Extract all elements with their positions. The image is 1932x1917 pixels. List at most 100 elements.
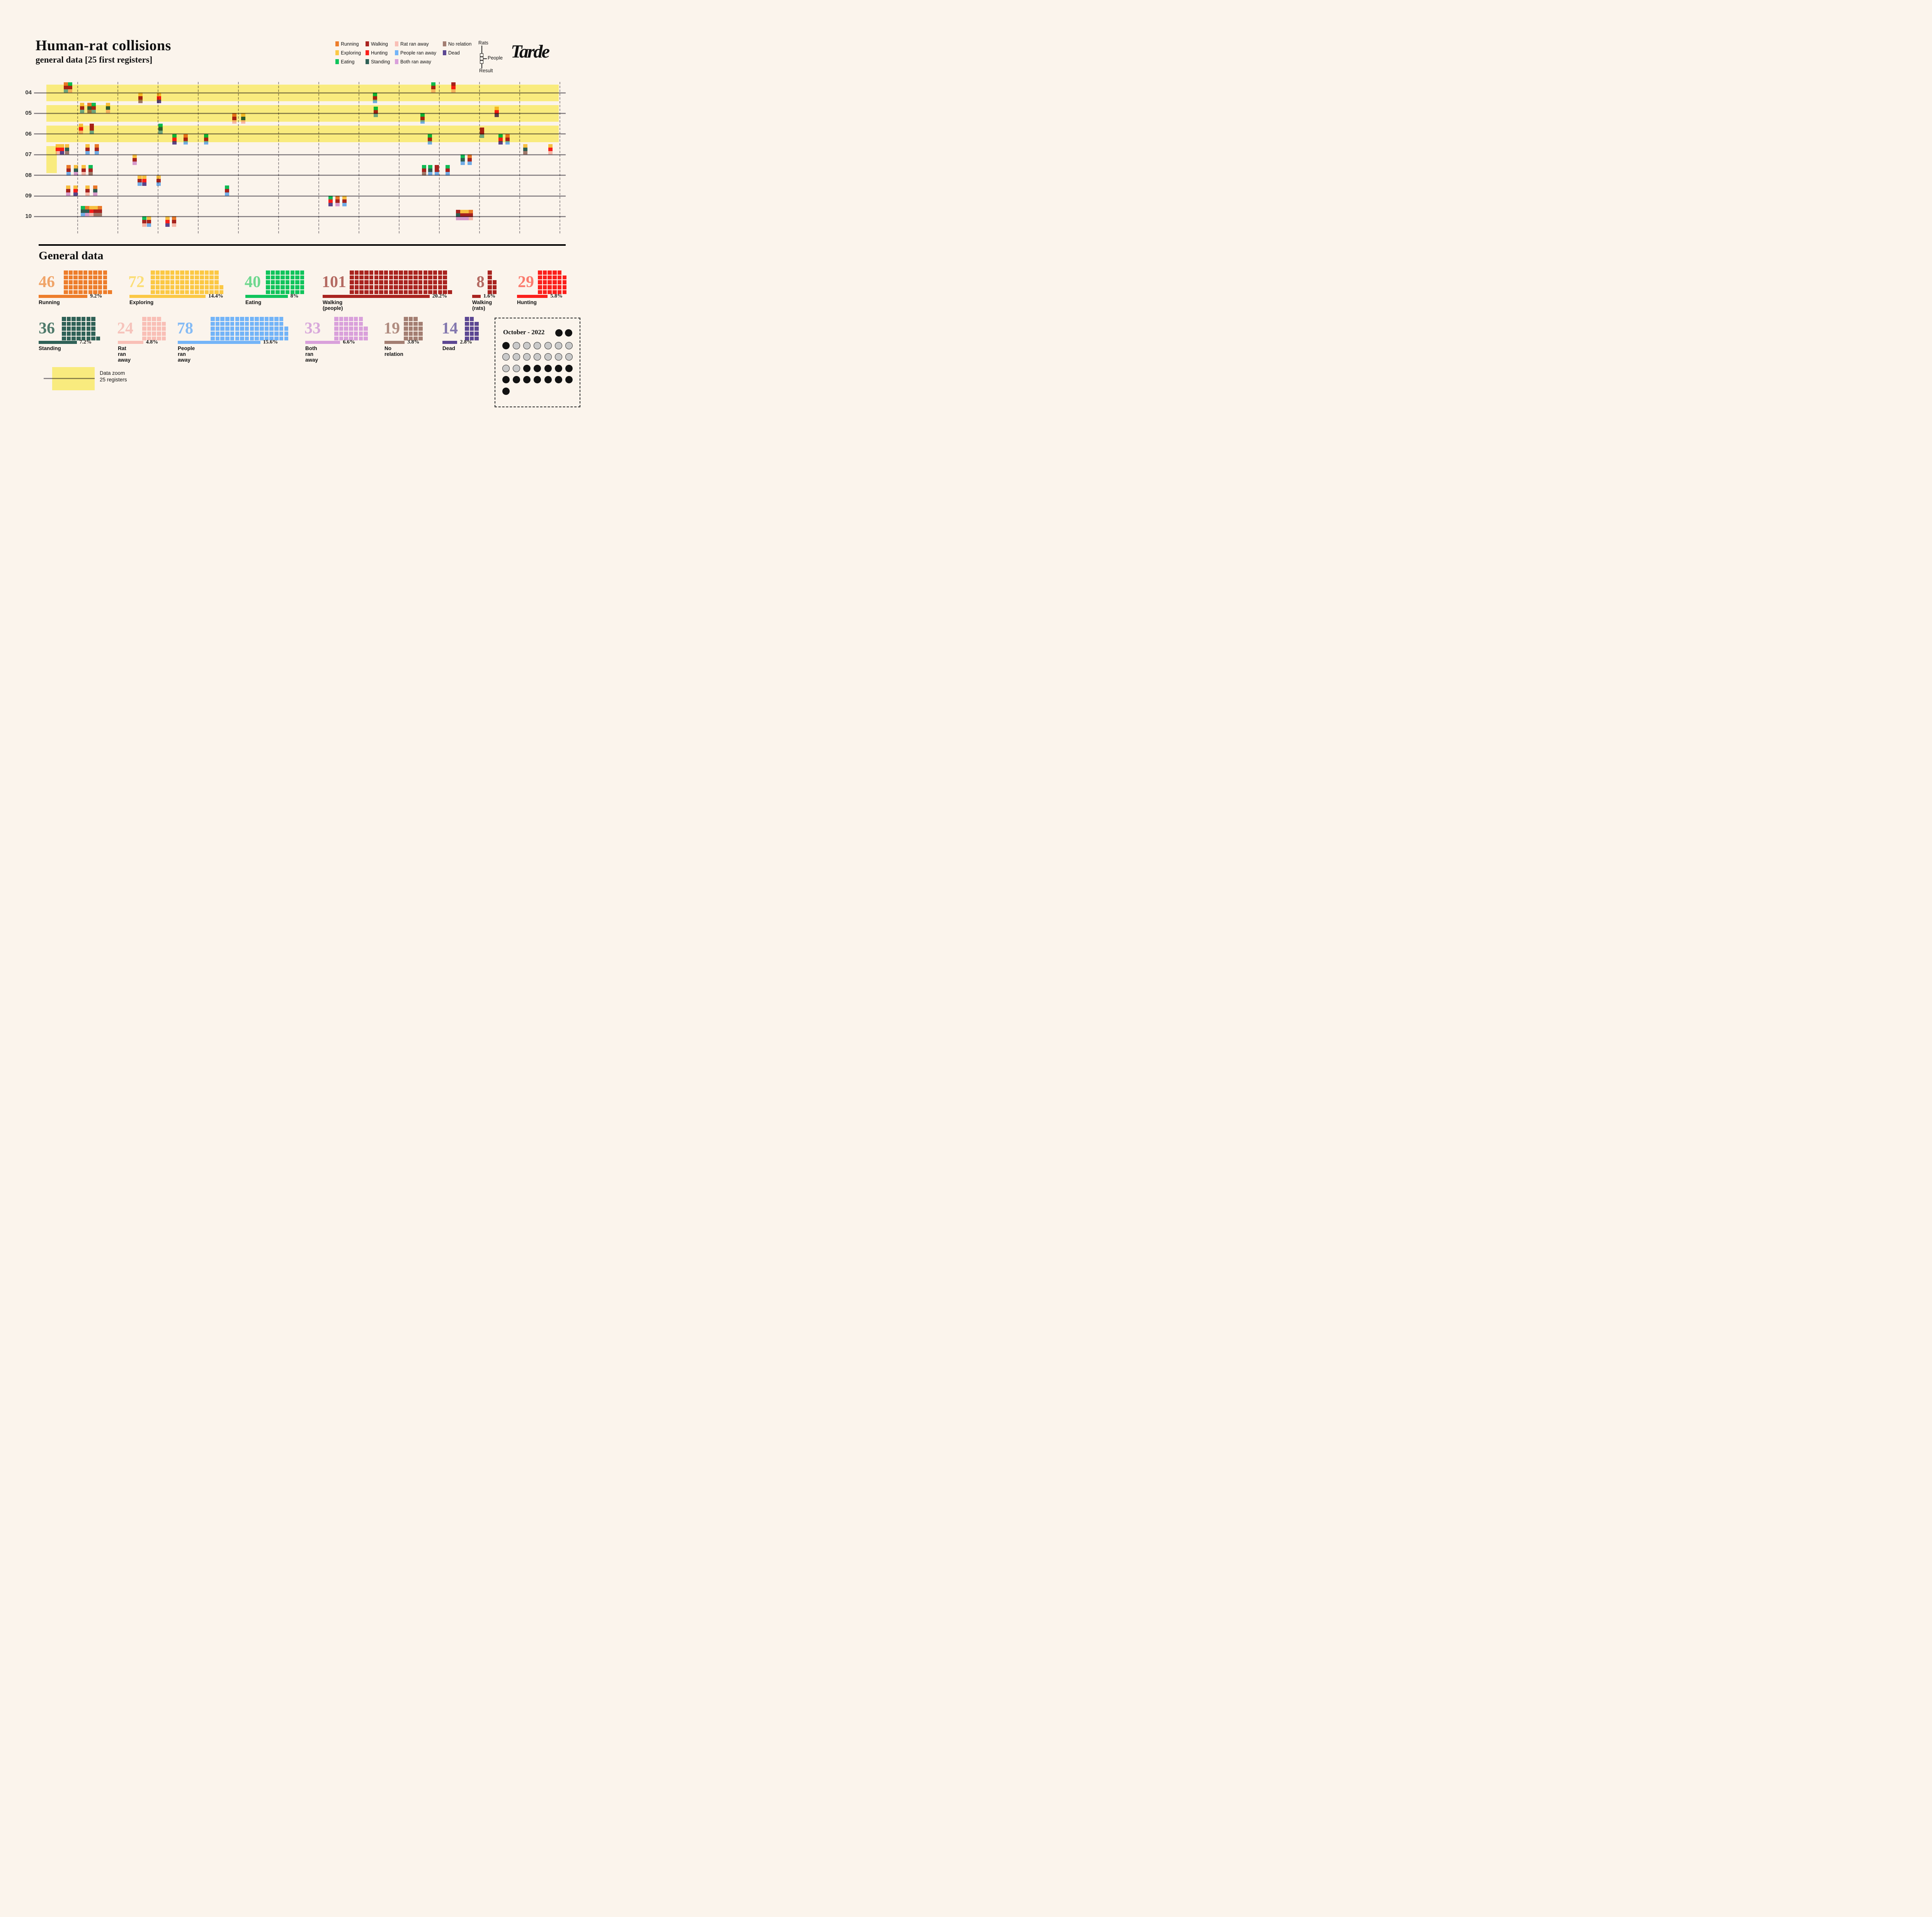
waffle-cell-people-ran-away	[255, 327, 259, 331]
waffle-cell-people-ran-away	[260, 332, 264, 336]
waffle-cell-running	[64, 285, 68, 289]
people-activity-square-hunt	[495, 110, 499, 114]
waffle-cell-eating	[266, 285, 270, 289]
calendar-day-dot	[565, 376, 573, 383]
people-activity-square-walk	[420, 117, 425, 121]
calendar-day-dot	[512, 364, 520, 372]
result-square-ratran	[56, 151, 60, 155]
waffle-cell-walking-people-	[418, 285, 423, 289]
waffle-cell-both-ran-away	[339, 321, 344, 326]
waffle-cell-standing	[62, 332, 66, 336]
rat-activity-square-exp	[460, 210, 464, 214]
result-square-dead	[157, 100, 161, 103]
waffle-cell-standing	[96, 336, 100, 341]
people-activity-square-stand	[81, 209, 85, 213]
waffle-cell-exploring	[151, 280, 155, 284]
waffle-cell-exploring	[190, 270, 194, 275]
waffle-cell-running	[103, 280, 107, 284]
waffle-cell-people-ran-away	[279, 317, 284, 321]
waffle-cell-eating	[281, 290, 285, 294]
collision-glyph-day07	[85, 144, 90, 155]
waffle-cell-walking-people-	[374, 285, 378, 289]
rat-activity-square-run	[232, 113, 236, 117]
waffle-cell-dead	[469, 336, 474, 341]
category-label-hunting: Hunting	[517, 299, 537, 305]
waffle-cell-people-ran-away	[260, 321, 264, 326]
rat-activity-square-run	[93, 185, 97, 189]
rat-activity-square-exp	[142, 175, 146, 179]
waffle-cell-eating	[281, 285, 285, 289]
waffle-cell-hunting	[562, 285, 566, 289]
result-square-ratran	[241, 120, 245, 124]
people-activity-square-walk	[468, 158, 472, 162]
calendar-day-dot	[544, 353, 552, 361]
waffle-cell-standing	[81, 332, 86, 336]
waffle-cell-standing	[71, 317, 76, 321]
category-label-no-relation: No relation	[384, 345, 403, 357]
people-activity-square-walk	[460, 213, 464, 217]
waffle-cell-hunting	[538, 280, 542, 284]
waffle-cell-people-ran-away	[225, 321, 230, 326]
rat-activity-square-run	[64, 82, 68, 86]
waffle-cell-rat-ran-away	[162, 327, 166, 331]
rat-activity-square-eat	[225, 185, 229, 189]
waffle-cell-people-ran-away	[279, 327, 284, 331]
waffle-cell-hunting	[562, 290, 566, 294]
rat-activity-square-exp	[165, 216, 170, 220]
collision-glyph-day06	[79, 123, 83, 134]
calendar-day-dot	[555, 364, 562, 372]
waffle-cell-exploring	[214, 285, 219, 289]
waffle-cell-walking-people-	[374, 290, 378, 294]
waffle-cell-exploring	[175, 270, 179, 275]
rat-activity-square-exp	[495, 107, 499, 111]
people-activity-square-walk	[133, 158, 137, 162]
waffle-cell-rat-ran-away	[142, 317, 146, 321]
people-activity-square-walk	[446, 168, 450, 172]
people-activity-square-stand	[74, 168, 78, 172]
rat-activity-square-exp	[147, 216, 151, 220]
category-label-dead: Dead	[442, 345, 456, 351]
waffle-cell-eating	[270, 290, 275, 294]
waffle-cell-walking-people-	[428, 290, 432, 294]
waffle-cell-walking-people-	[403, 285, 408, 289]
waffle-cell-walking-people-	[389, 285, 393, 289]
waffle-cell-people-ran-away	[211, 336, 215, 341]
waffle-cell-walking-people-	[403, 290, 408, 294]
people-activity-square-stand	[93, 189, 97, 192]
waffle-cell-hunting	[548, 280, 552, 284]
waffle-cell-walking-people-	[350, 270, 354, 275]
waffle-cell-both-ran-away	[339, 332, 344, 336]
result-square-norel	[422, 172, 426, 175]
collision-glyph-day08	[66, 165, 71, 175]
waffle-cell-people-ran-away	[240, 321, 244, 326]
rat-activity-square-run	[85, 206, 89, 210]
collision-glyph-day04	[68, 82, 72, 93]
result-square-peopleran	[373, 100, 377, 103]
result-square-bothran	[456, 217, 460, 221]
waffle-cell-walking-people-	[394, 280, 398, 284]
rat-activity-square-eat	[422, 165, 426, 168]
waffle-cell-both-ran-away	[344, 336, 348, 341]
waffle-cell-running	[93, 280, 97, 284]
waffle-cell-walking-people-	[359, 280, 364, 284]
waffle-cell-hunting	[538, 270, 542, 275]
percent-value-standing: 7.2%	[79, 339, 92, 345]
waffle-cell-people-ran-away	[225, 327, 230, 331]
waffle-cell-standing	[77, 321, 81, 326]
rat-activity-square-run	[172, 216, 176, 220]
waffle-cell-exploring	[160, 280, 165, 284]
waffle-cell-exploring	[185, 290, 189, 294]
result-square-bothran	[133, 162, 137, 165]
waffle-cell-both-ran-away	[339, 317, 344, 321]
collision-glyph-day05	[420, 113, 425, 124]
people-activity-square-walk	[431, 86, 435, 89]
waffle-cell-running	[88, 280, 92, 284]
result-square-ratran	[469, 217, 473, 221]
result-square-dead	[328, 203, 333, 206]
waffle-cell-rat-ran-away	[142, 332, 146, 336]
waffle-cell-walking-people-	[384, 275, 388, 280]
waffle-cell-walking-people-	[389, 290, 393, 294]
waffle-cell-running	[68, 285, 73, 289]
waffle-cell-rat-ran-away	[162, 321, 166, 326]
waffle-cell-walking-people-	[438, 290, 442, 294]
